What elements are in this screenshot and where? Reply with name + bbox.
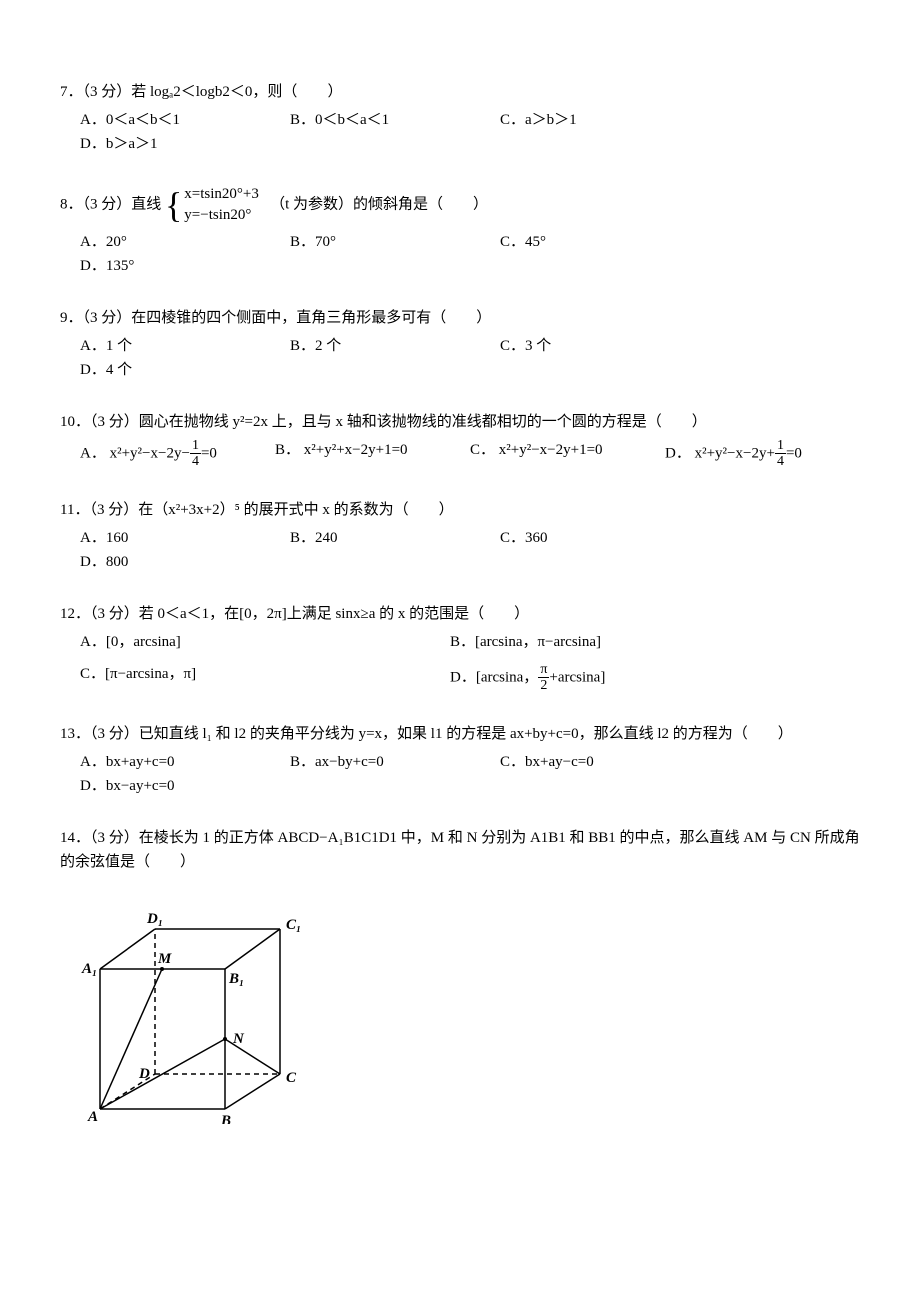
q12-opt-d: D．[arcsina，π2+arcsina] bbox=[450, 662, 790, 694]
q10-label-d: D． bbox=[665, 445, 691, 461]
q7-opt-b: B．0＜b＜a＜1 bbox=[290, 108, 470, 132]
q10-opt-c: C． x²+y²−x−2y+1=0 bbox=[470, 438, 665, 470]
q12-opt-b: B．[arcsina，π−arcsina] bbox=[450, 630, 790, 654]
svg-text:D₁: D₁ bbox=[146, 911, 163, 927]
question-11: 11．（3 分）在（x²+3x+2）⁵ 的展开式中 x 的系数为（ ） A．16… bbox=[60, 498, 860, 574]
question-7: 7．（3 分）若 logₐ2＜logb2＜0，则（ ） A．0＜a＜b＜1 B．… bbox=[60, 80, 860, 156]
q12-stem: 12．（3 分）若 0＜a＜1，在[0，2π]上满足 sinx≥a 的 x 的范… bbox=[60, 602, 860, 626]
q7-opt-a: A．0＜a＜b＜1 bbox=[80, 108, 260, 132]
q10-b: x²+y²+x−2y+1=0 bbox=[304, 442, 408, 458]
q10-opt-b: B． x²+y²+x−2y+1=0 bbox=[275, 438, 470, 470]
q12-options-row2: C．[π−arcsina，π] D．[arcsina，π2+arcsina] bbox=[60, 662, 860, 694]
svg-text:C: C bbox=[286, 1070, 297, 1086]
q8-opt-c: C．45° bbox=[500, 230, 680, 254]
q11-opt-d: D．800 bbox=[80, 550, 260, 574]
q13-opt-c: C．bx+ay−c=0 bbox=[500, 750, 680, 774]
q10-d-post: =0 bbox=[786, 445, 802, 461]
q8-opt-d: D．135° bbox=[80, 254, 260, 278]
q7-opt-c: C．a＞b＞1 bbox=[500, 108, 680, 132]
question-9: 9．（3 分）在四棱锥的四个侧面中，直角三角形最多可有（ ） A．1 个 B．2… bbox=[60, 306, 860, 382]
q10-opt-d: D． x²+y²−x−2y+14=0 bbox=[665, 438, 860, 470]
q9-opt-a: A．1 个 bbox=[80, 334, 260, 358]
q11-opt-b: B．240 bbox=[290, 526, 470, 550]
q8-options: A．20° B．70° C．45° D．135° bbox=[60, 230, 860, 278]
q12-opt-a: A．[0，arcsina] bbox=[80, 630, 420, 654]
svg-text:C₁: C₁ bbox=[286, 917, 300, 933]
cube-figure: A B C D A₁ B₁ C₁ D₁ M N bbox=[80, 884, 860, 1132]
q11-opt-a: A．160 bbox=[80, 526, 260, 550]
cube-diagram: A B C D A₁ B₁ C₁ D₁ M N bbox=[80, 884, 300, 1124]
q9-opt-b: B．2 个 bbox=[290, 334, 470, 358]
q10-d-frac: 14 bbox=[775, 438, 786, 470]
q7-opt-d: D．b＞a＞1 bbox=[80, 132, 260, 156]
q7-stem: 7．（3 分）若 logₐ2＜logb2＜0，则（ ） bbox=[60, 80, 860, 104]
q8-prefix: 8．（3 分）直线 bbox=[60, 196, 165, 212]
question-14: 14．（3 分）在棱长为 1 的正方体 ABCD−A₁B1C1D1 中，M 和 … bbox=[60, 826, 860, 1132]
svg-text:M: M bbox=[157, 951, 172, 967]
svg-text:A: A bbox=[87, 1109, 98, 1124]
q9-opt-d: D．4 个 bbox=[80, 358, 260, 382]
q8-opt-a: A．20° bbox=[80, 230, 260, 254]
q8-opt-b: B．70° bbox=[290, 230, 470, 254]
q10-options: A． x²+y²−x−2y−14=0 B． x²+y²+x−2y+1=0 C． … bbox=[60, 438, 860, 470]
question-12: 12．（3 分）若 0＜a＜1，在[0，2π]上满足 sinx≥a 的 x 的范… bbox=[60, 602, 860, 694]
q12-opt-c: C．[π−arcsina，π] bbox=[80, 662, 420, 694]
q13-options: A．bx+ay+c=0 B．ax−by+c=0 C．bx+ay−c=0 D．bx… bbox=[60, 750, 860, 798]
question-10: 10．（3 分）圆心在抛物线 y²=2x 上，且与 x 轴和该抛物线的准线都相切… bbox=[60, 410, 860, 470]
q8-cases: { x=tsin20°+3 y=−tsin20° bbox=[165, 184, 259, 226]
q11-stem: 11．（3 分）在（x²+3x+2）⁵ 的展开式中 x 的系数为（ ） bbox=[60, 498, 860, 522]
svg-text:A₁: A₁ bbox=[81, 961, 97, 977]
question-13: 13．（3 分）已知直线 l₁ 和 l2 的夹角平分线为 y=x，如果 l1 的… bbox=[60, 722, 860, 798]
q10-label-b: B． bbox=[275, 442, 300, 458]
q8-suffix: （t 为参数）的倾斜角是（ ） bbox=[263, 196, 488, 212]
q14-stem: 14．（3 分）在棱长为 1 的正方体 ABCD−A₁B1C1D1 中，M 和 … bbox=[60, 826, 860, 874]
q10-a-pre: x²+y²−x−2y− bbox=[110, 445, 190, 461]
q10-d-pre: x²+y²−x−2y+ bbox=[695, 445, 775, 461]
q10-label-a: A． bbox=[80, 445, 106, 461]
q8-stem: 8．（3 分）直线 { x=tsin20°+3 y=−tsin20° （t 为参… bbox=[60, 184, 860, 226]
q10-label-c: C． bbox=[470, 442, 495, 458]
q13-stem: 13．（3 分）已知直线 l₁ 和 l2 的夹角平分线为 y=x，如果 l1 的… bbox=[60, 722, 860, 746]
q13-opt-b: B．ax−by+c=0 bbox=[290, 750, 470, 774]
brace-icon: { bbox=[165, 187, 182, 223]
q12-d-suffix: +arcsina] bbox=[549, 669, 605, 685]
svg-text:B₁: B₁ bbox=[228, 971, 244, 987]
q8-line2: y=−tsin20° bbox=[184, 207, 251, 223]
svg-text:N: N bbox=[232, 1031, 245, 1047]
svg-text:D: D bbox=[138, 1066, 150, 1082]
q8-line1: x=tsin20°+3 bbox=[184, 186, 259, 202]
q10-opt-a: A． x²+y²−x−2y−14=0 bbox=[80, 438, 275, 470]
q11-opt-c: C．360 bbox=[500, 526, 680, 550]
q9-opt-c: C．3 个 bbox=[500, 334, 680, 358]
q10-a-frac: 14 bbox=[190, 438, 201, 470]
q12-d-prefix: D．[arcsina， bbox=[450, 669, 538, 685]
svg-text:B: B bbox=[220, 1113, 231, 1124]
q9-stem: 9．（3 分）在四棱锥的四个侧面中，直角三角形最多可有（ ） bbox=[60, 306, 860, 330]
q10-c: x²+y²−x−2y+1=0 bbox=[499, 442, 603, 458]
q10-stem: 10．（3 分）圆心在抛物线 y²=2x 上，且与 x 轴和该抛物线的准线都相切… bbox=[60, 410, 860, 434]
q9-options: A．1 个 B．2 个 C．3 个 D．4 个 bbox=[60, 334, 860, 382]
q13-opt-d: D．bx−ay+c=0 bbox=[80, 774, 260, 798]
q13-opt-a: A．bx+ay+c=0 bbox=[80, 750, 260, 774]
q11-options: A．160 B．240 C．360 D．800 bbox=[60, 526, 860, 574]
q12-d-frac: π2 bbox=[538, 662, 549, 694]
q7-options: A．0＜a＜b＜1 B．0＜b＜a＜1 C．a＞b＞1 D．b＞a＞1 bbox=[60, 108, 860, 156]
q12-options-row1: A．[0，arcsina] B．[arcsina，π−arcsina] bbox=[60, 630, 860, 654]
q10-a-post: =0 bbox=[201, 445, 217, 461]
question-8: 8．（3 分）直线 { x=tsin20°+3 y=−tsin20° （t 为参… bbox=[60, 184, 860, 278]
